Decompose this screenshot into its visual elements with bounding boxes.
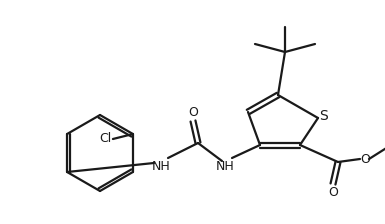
Text: O: O xyxy=(360,153,370,166)
Text: S: S xyxy=(319,109,327,123)
Text: Cl: Cl xyxy=(99,133,111,146)
Text: NH: NH xyxy=(152,159,171,172)
Text: O: O xyxy=(188,106,198,118)
Text: O: O xyxy=(328,187,338,200)
Text: NH: NH xyxy=(216,159,234,172)
